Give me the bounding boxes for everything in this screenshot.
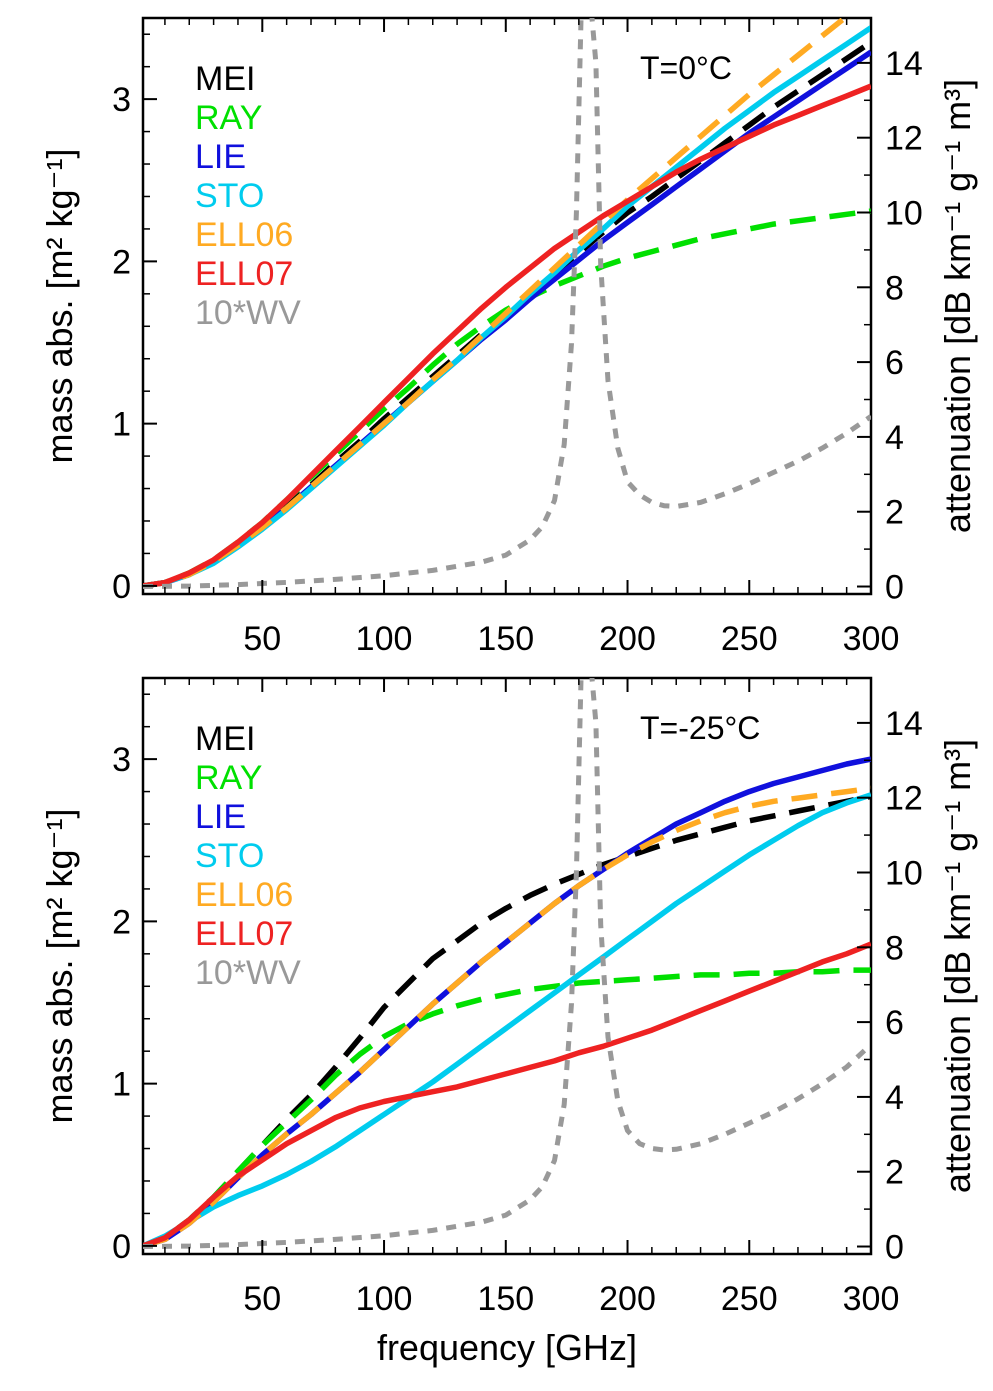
legend-entry: ELL06 [195, 876, 293, 914]
legend-entry: LIE [195, 798, 246, 836]
x-tick-label: 300 [843, 1280, 900, 1318]
plot-frame [141, 16, 873, 596]
y2-tick-label: 8 [885, 929, 904, 967]
y2-tick-label: 4 [885, 1079, 904, 1117]
y2-tick-label: 14 [885, 45, 923, 83]
series-line-sto [143, 792, 871, 1249]
y2-tick-label: 4 [885, 419, 904, 457]
y2-tick-label: 6 [885, 1004, 904, 1042]
y2-tick-label: 10 [885, 194, 923, 232]
legend-entry: STO [195, 177, 264, 215]
x-tick-label: 250 [721, 620, 778, 658]
series-line-10-wv [143, 18, 871, 589]
legend-entry: RAY [195, 759, 262, 797]
y2-tick-label: 12 [885, 120, 923, 158]
x-tick-label: 300 [843, 620, 900, 658]
y2-axis-title: attenuation [dB km⁻¹ g⁻¹ m³] [937, 79, 978, 533]
y2-tick-label: 2 [885, 494, 904, 532]
x-tick-label: 250 [721, 1280, 778, 1318]
x-tick-label: 100 [356, 620, 413, 658]
y-tick-label: 1 [112, 406, 131, 444]
x-tick-label: 50 [243, 620, 281, 658]
legend-entry: 10*WV [195, 294, 301, 332]
y2-tick-label: 2 [885, 1154, 904, 1192]
x-tick-label: 200 [599, 620, 656, 658]
legend-entry: 10*WV [195, 954, 301, 992]
series-layer [143, 18, 871, 589]
series-line-mei [143, 793, 871, 1249]
y-axis-title: mass abs. [m² kg⁻¹] [39, 808, 80, 1123]
series-line-10-wv [143, 678, 871, 1249]
y2-tick-label: 8 [885, 269, 904, 307]
x-tick-label: 50 [243, 1280, 281, 1318]
y-tick-label: 0 [112, 568, 131, 606]
legend-entry: STO [195, 837, 264, 875]
legend-entry: RAY [195, 99, 262, 137]
legend-entry: LIE [195, 138, 246, 176]
temperature-label: T=-25°C [640, 710, 760, 746]
series-line-ell07 [143, 941, 871, 1249]
y-tick-label: 3 [112, 741, 131, 779]
series-line-ell07 [143, 83, 871, 589]
legend-entry: ELL07 [195, 915, 293, 953]
y-tick-label: 0 [112, 1228, 131, 1266]
y-tick-label: 2 [112, 903, 131, 941]
y-axis-title: mass abs. [m² kg⁻¹] [39, 148, 80, 463]
y2-axis-title: attenuation [dB km⁻¹ g⁻¹ m³] [937, 739, 978, 1193]
temperature-label: T=0°C [640, 50, 732, 86]
x-axis-title: frequency [GHz] [377, 1327, 637, 1368]
series-line-lie [143, 756, 871, 1249]
y2-tick-label: 6 [885, 344, 904, 382]
legend-entry: ELL07 [195, 255, 293, 293]
x-tick-label: 100 [356, 1280, 413, 1318]
series-layer [143, 678, 871, 1249]
series-line-ray [143, 967, 871, 1249]
y2-tick-label: 12 [885, 780, 923, 818]
x-tick-label: 150 [477, 620, 534, 658]
legend-entry: MEI [195, 720, 255, 758]
x-tick-label: 150 [477, 1280, 534, 1318]
y-tick-label: 2 [112, 243, 131, 281]
x-tick-label: 200 [599, 1280, 656, 1318]
y2-tick-label: 14 [885, 705, 923, 743]
series-line-ell06 [143, 18, 850, 589]
legend-entry: ELL06 [195, 216, 293, 254]
plot-frame [141, 676, 873, 1256]
y-tick-label: 1 [112, 1066, 131, 1104]
y2-tick-label: 10 [885, 854, 923, 892]
y-tick-label: 3 [112, 81, 131, 119]
y2-tick-label: 0 [885, 1229, 904, 1267]
y2-tick-label: 0 [885, 569, 904, 607]
legend-entry: MEI [195, 60, 255, 98]
